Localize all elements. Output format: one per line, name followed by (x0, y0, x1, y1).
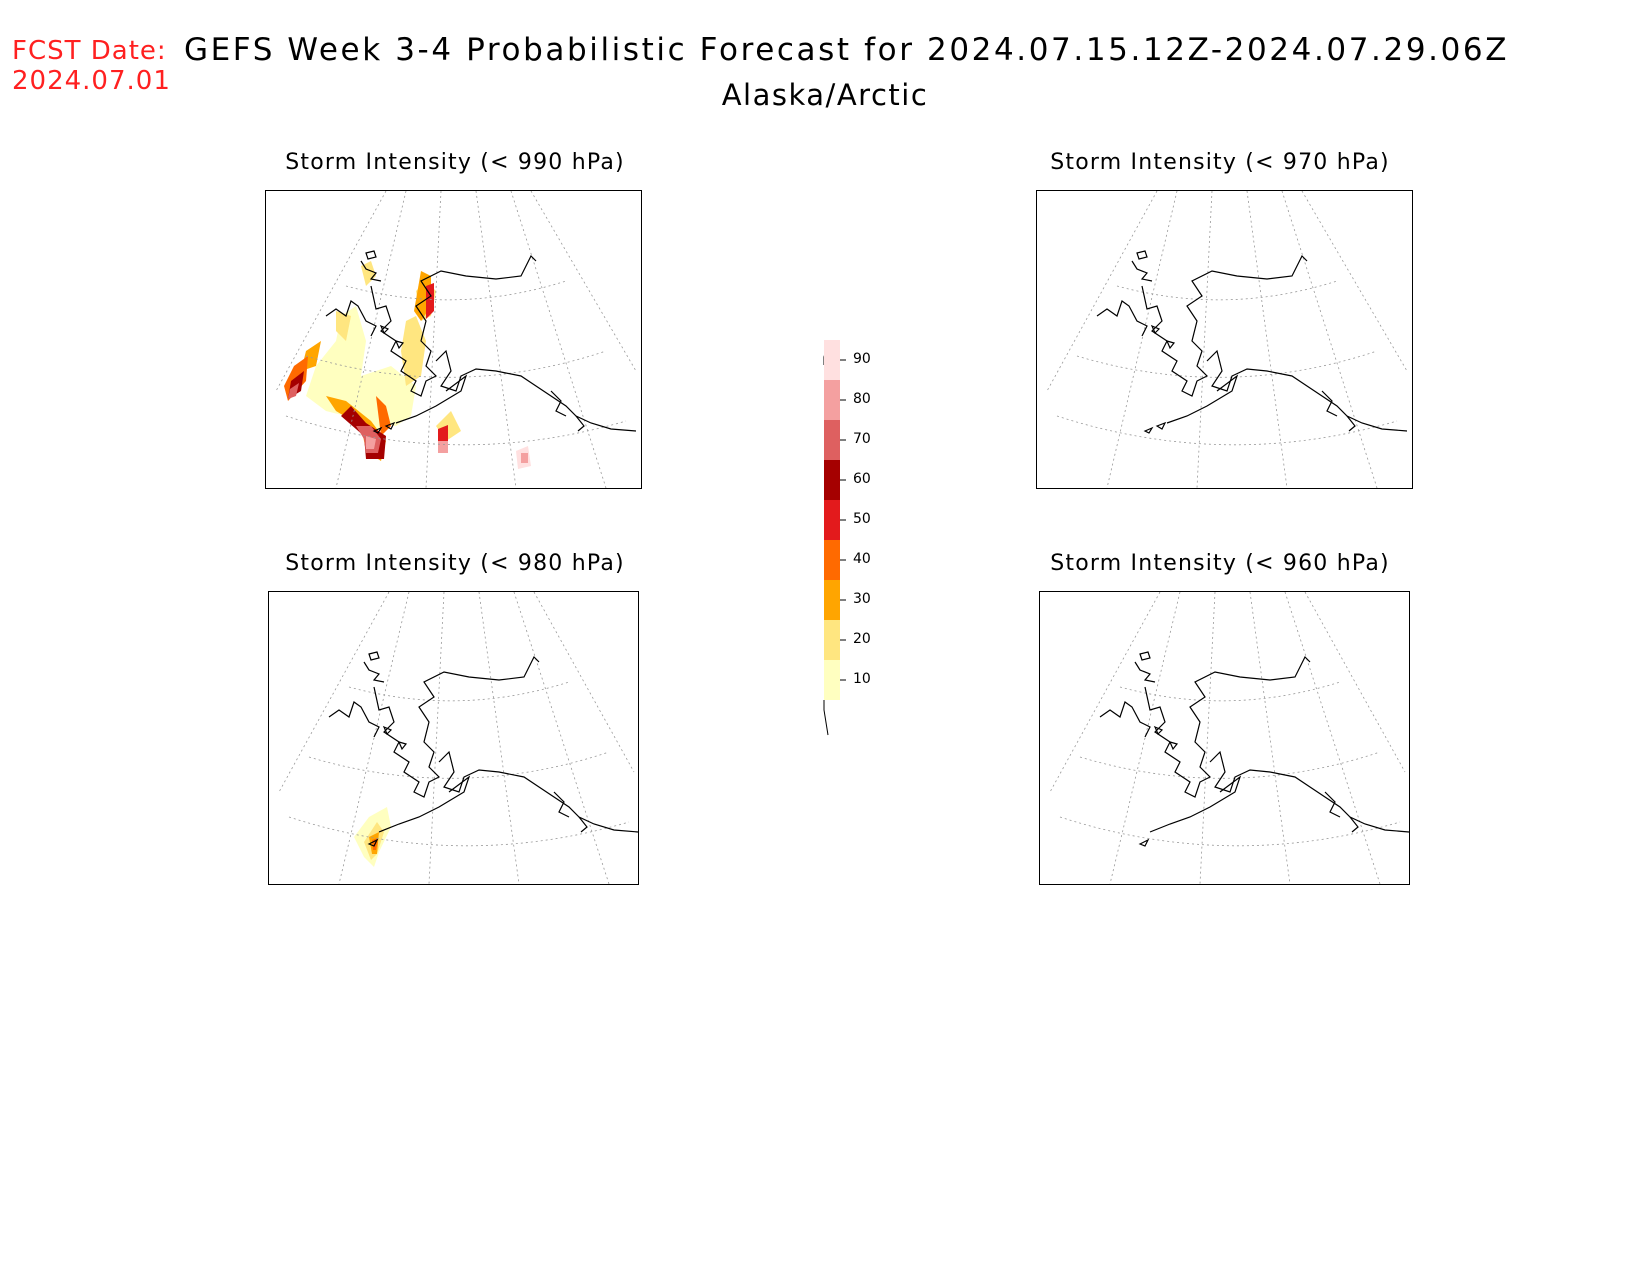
panel-title-990: Storm Intensity (< 990 hPa) (285, 150, 625, 175)
page-title: GEFS Week 3-4 Probabilistic Forecast for… (184, 32, 1510, 68)
probability-shading (354, 807, 391, 867)
legend-level-label: 70 (853, 431, 871, 447)
map-graticule (1046, 191, 1408, 488)
legend-swatch-3 (824, 580, 840, 620)
legend-level-label: 10 (853, 671, 871, 687)
legend-swatch-6 (824, 460, 840, 500)
legend-level-label: 30 (853, 591, 871, 607)
legend-level-label: 60 (853, 471, 871, 487)
legend-swatch-2 (824, 620, 840, 660)
map-panel-960 (1039, 591, 1410, 885)
fcst-date-block: FCST Date: 2024.07.01 (12, 36, 171, 96)
map-990 (275, 191, 637, 488)
map-panel-980 (268, 591, 639, 885)
legend-swatch-7 (824, 420, 840, 460)
map-panel-970 (1036, 190, 1413, 489)
legend-level-label: 20 (853, 631, 871, 647)
legend-swatch-5 (824, 500, 840, 540)
legend-swatch-4 (824, 540, 840, 580)
map-970 (1046, 191, 1408, 488)
region-subtitle: Alaska/Arctic (721, 78, 929, 112)
panel-title-970: Storm Intensity (< 970 hPa) (1050, 150, 1390, 175)
map-graticule (1049, 592, 1406, 884)
color-legend: 10 20 30 40 50 60 70 80 90 (820, 335, 900, 745)
map-panel-990 (265, 190, 642, 489)
coastline (1096, 250, 1408, 434)
legend-level-label: 50 (853, 511, 871, 527)
map-graticule (275, 191, 637, 488)
legend-level-label: 40 (853, 551, 871, 567)
fcst-date-value: 2024.07.01 (12, 66, 171, 96)
legend-swatch-1 (824, 660, 840, 700)
coastline (1099, 651, 1409, 847)
panel-title-960: Storm Intensity (< 960 hPa) (1050, 551, 1390, 576)
panel-title-980: Storm Intensity (< 980 hPa) (285, 551, 625, 576)
legend-swatch-8 (824, 380, 840, 420)
legend-swatch-9 (824, 340, 840, 380)
coastline (328, 651, 638, 847)
color-legend-bar (823, 340, 846, 736)
legend-level-label: 90 (853, 351, 871, 367)
map-960 (1049, 592, 1409, 884)
map-980 (278, 592, 638, 884)
probability-shading (284, 261, 531, 469)
legend-level-label: 80 (853, 391, 871, 407)
coastline (325, 250, 637, 434)
fcst-date-label: FCST Date: (12, 36, 167, 66)
map-graticule (278, 592, 635, 884)
